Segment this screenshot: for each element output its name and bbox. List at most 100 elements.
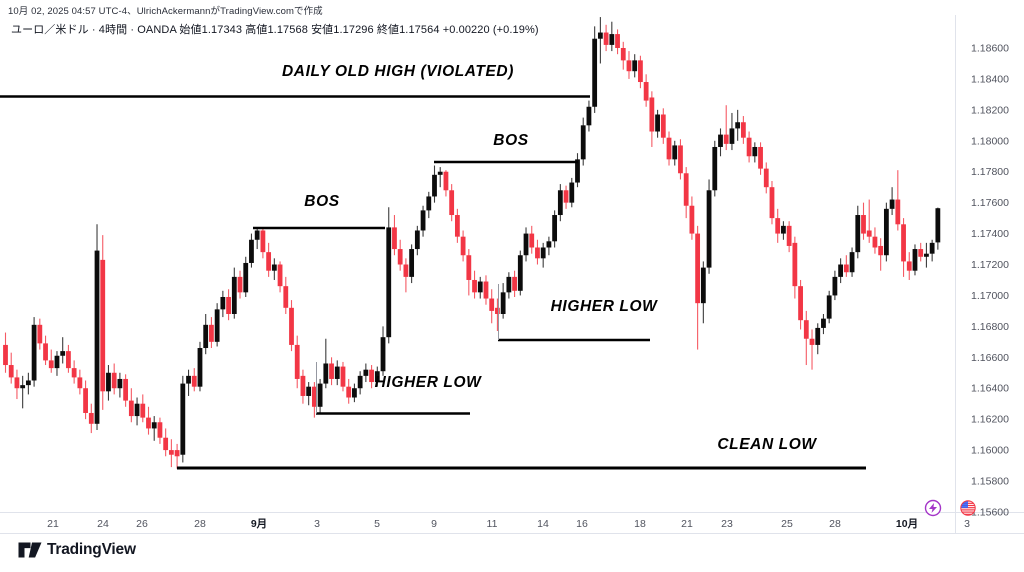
candle-body (163, 437, 169, 451)
clean-low-label[interactable]: CLEAN LOW (717, 436, 817, 453)
candle-body (226, 296, 231, 314)
candle (580, 117, 586, 166)
candle-body (329, 363, 334, 379)
candle (638, 55, 643, 89)
candle-body (620, 48, 626, 61)
bos-1-label[interactable]: BOS (304, 193, 339, 210)
candle-body (20, 385, 26, 389)
candle (603, 24, 609, 52)
candle-body (746, 137, 752, 157)
candle-body (592, 38, 598, 107)
candle-body (271, 264, 277, 271)
candle (329, 357, 334, 386)
candle (557, 184, 563, 222)
candle-body (729, 128, 735, 144)
candle-body (826, 295, 832, 319)
time-axis-month-label: 9月 (251, 518, 267, 530)
candle (403, 258, 409, 293)
price-axis-label: 1.18400 (971, 73, 1009, 85)
candle (174, 443, 180, 469)
price-axis-label: 1.18000 (971, 135, 1009, 147)
candle-body (580, 125, 586, 160)
candle-body (380, 337, 386, 372)
higher-low-2-label[interactable]: HIGHER LOW (551, 298, 659, 315)
candle-body (752, 146, 758, 157)
candle-body (506, 276, 512, 293)
candle (203, 313, 209, 355)
candle-body (838, 264, 844, 277)
daily-old-high-label[interactable]: DAILY OLD HIGH (VIOLATED) (282, 63, 514, 80)
candle (397, 239, 403, 271)
candle (151, 416, 157, 441)
candle (809, 329, 815, 370)
candle-body (792, 242, 798, 287)
candle (386, 207, 392, 344)
candle (803, 310, 809, 366)
candle (123, 374, 129, 407)
candle-body (809, 338, 815, 345)
candle-body (409, 249, 415, 277)
candle (700, 261, 706, 324)
candle (689, 196, 695, 240)
candle-body (489, 298, 495, 311)
candle (626, 51, 632, 79)
candle-body (123, 378, 129, 401)
candle-body (901, 224, 906, 262)
candle-body (157, 422, 163, 438)
candle-body (512, 276, 517, 291)
candle (77, 369, 83, 395)
candle-body (3, 344, 8, 366)
tradingview-logo-text: TradingView (47, 540, 136, 558)
candle (414, 225, 420, 256)
candle (60, 337, 66, 364)
economic-event-lightning-marker[interactable] (924, 499, 942, 517)
candle (643, 74, 649, 107)
candle (615, 29, 620, 55)
candle (620, 41, 626, 70)
candle-body (346, 386, 352, 398)
time-axis-label: 11 (487, 518, 498, 530)
price-axis-label: 1.16400 (971, 383, 1009, 395)
candle (460, 230, 466, 262)
candle (454, 208, 460, 243)
candle-body (466, 255, 472, 280)
candle-body (254, 230, 260, 240)
candle-body (557, 190, 563, 216)
candle (380, 326, 386, 376)
candle (271, 258, 277, 280)
candle (718, 128, 723, 157)
candle-body (855, 215, 861, 253)
candle-body (94, 250, 100, 424)
candle (48, 349, 54, 373)
candle-body (289, 307, 294, 345)
bos-2-label[interactable]: BOS (493, 132, 528, 149)
candle (369, 365, 374, 389)
candle-body (529, 233, 535, 248)
us-flag-event-marker[interactable] (960, 500, 976, 516)
candle (111, 363, 117, 395)
candle-body (597, 32, 603, 39)
candle-body (100, 259, 106, 392)
candle-body (495, 307, 500, 314)
candle (168, 439, 174, 468)
price-axis-label: 1.16600 (971, 352, 1009, 364)
candle (283, 276, 289, 314)
candle (306, 382, 312, 406)
candle (786, 221, 792, 253)
candle-body (8, 365, 14, 378)
candle-body (77, 377, 83, 389)
candle (918, 242, 924, 262)
candle (409, 244, 415, 284)
candle-body (151, 422, 157, 429)
time-axis: 21 24 26 28 9月 3 5 9 11 14 16 18 21 23 25 28 10月 3 (47, 518, 970, 530)
candle (432, 165, 437, 203)
candle (254, 227, 260, 250)
tradingview-logo: TradingView (18, 540, 136, 559)
candle (597, 17, 603, 64)
candle (220, 290, 226, 318)
candle (106, 365, 111, 401)
candle (25, 372, 31, 395)
candle (94, 224, 100, 430)
higher-low-1-label[interactable]: HIGHER LOW (375, 374, 483, 391)
